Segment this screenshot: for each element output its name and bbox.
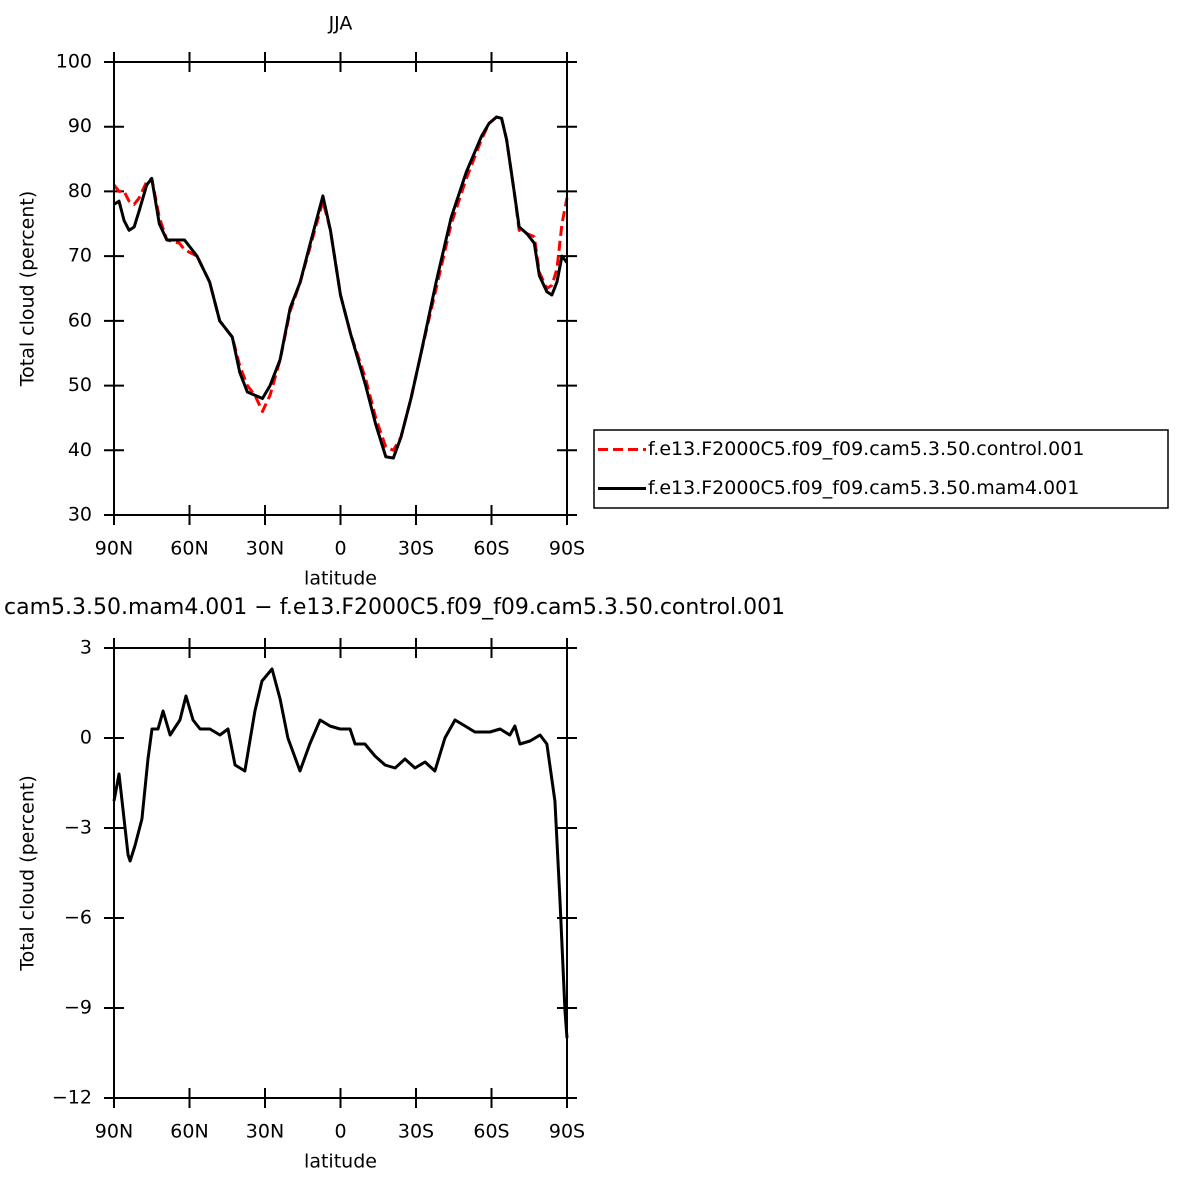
x-tick-label: 90N	[95, 538, 133, 560]
x-tick-label: 90N	[95, 1121, 133, 1143]
x-tick-label: 90S	[549, 538, 585, 560]
series-line	[113, 115, 569, 460]
plot-frame	[113, 61, 568, 516]
x-tick-label: 0	[334, 1121, 346, 1143]
y-tick-label: 30	[68, 504, 92, 526]
y-axis-label: Total cloud (percent)	[17, 191, 39, 388]
x-tick-label: 90S	[549, 1121, 585, 1143]
x-tick-label: 60N	[170, 1121, 208, 1143]
x-axis-label: latitude	[304, 568, 377, 590]
legend-label: f.e13.F2000C5.f09_f09.cam5.3.50.control.…	[648, 438, 1084, 460]
y-tick-label: 40	[68, 439, 92, 461]
chart-title: JJA	[328, 13, 353, 35]
x-tick-label: 30N	[246, 1121, 284, 1143]
y-tick-label: 50	[68, 374, 92, 396]
y-tick-label: 3	[80, 637, 92, 659]
y-tick-label: 100	[56, 51, 92, 73]
x-axis-label: latitude	[304, 1151, 377, 1173]
x-tick-label: 60S	[473, 538, 509, 560]
plot-frame	[113, 647, 568, 1099]
y-tick-label: 60	[68, 309, 92, 331]
x-tick-label: 0	[334, 538, 346, 560]
y-tick-label: −3	[64, 817, 92, 839]
x-tick-label: 30S	[398, 1121, 434, 1143]
y-tick-label: 80	[68, 180, 92, 202]
series-line	[112, 115, 569, 452]
y-tick-label: 90	[68, 115, 92, 137]
x-tick-label: 60N	[170, 538, 208, 560]
chart-title: cam5.3.50.mam4.001 − f.e13.F2000C5.f09_f…	[4, 595, 785, 620]
y-tick-label: −6	[64, 907, 92, 929]
y-tick-label: −12	[52, 1087, 92, 1109]
series-line	[112, 667, 569, 1039]
legend-box	[593, 429, 1169, 509]
x-tick-label: 30N	[246, 538, 284, 560]
y-tick-label: 0	[80, 727, 92, 749]
x-tick-label: 60S	[473, 1121, 509, 1143]
legend-label: f.e13.F2000C5.f09_f09.cam5.3.50.mam4.001	[648, 477, 1079, 499]
x-tick-label: 30S	[398, 538, 434, 560]
y-tick-label: 70	[68, 245, 92, 267]
y-tick-label: −9	[64, 997, 92, 1019]
y-axis-label: Total cloud (percent)	[17, 775, 39, 972]
